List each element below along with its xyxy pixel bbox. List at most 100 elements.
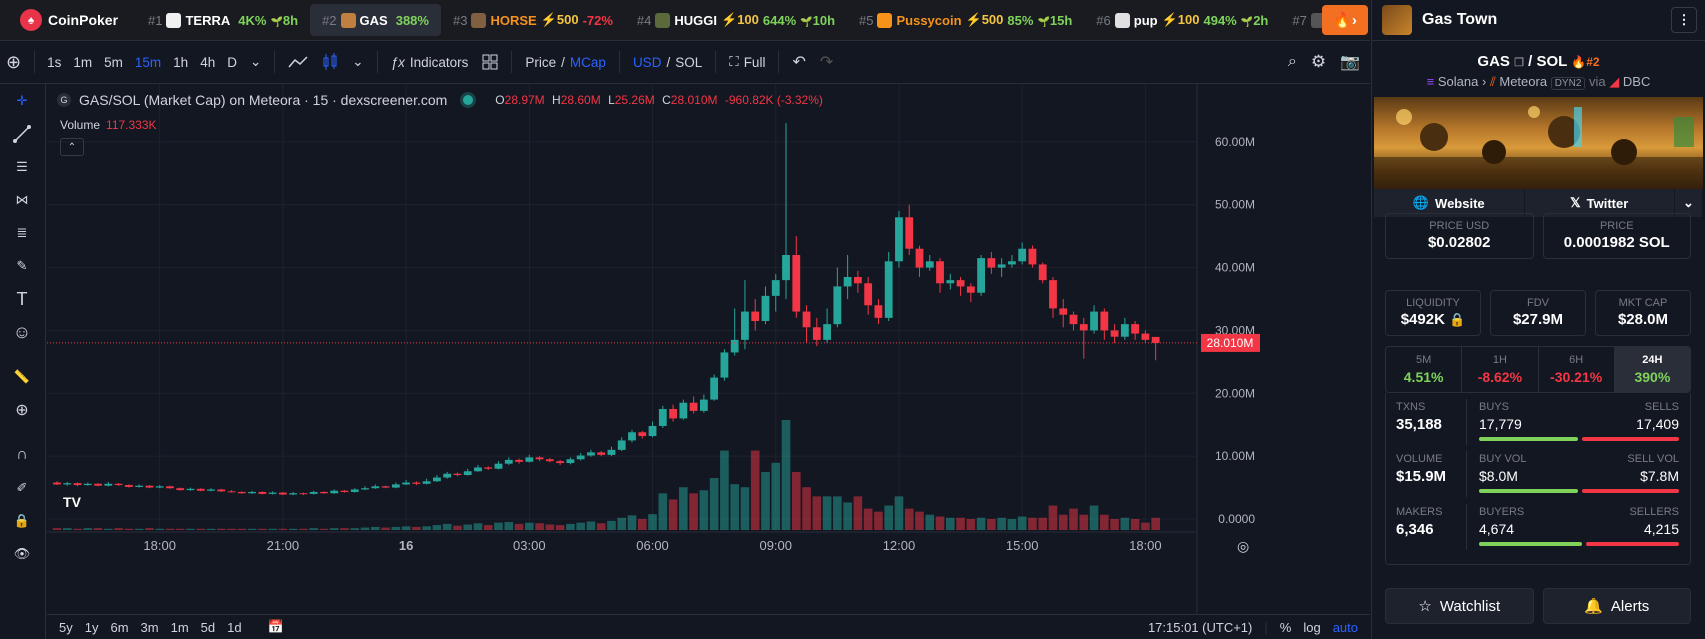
utc-clock[interactable]: 17:15:01 (UTC+1) — [1147, 619, 1253, 635]
period-tab-24h[interactable]: 24H 390% — [1614, 347, 1690, 392]
candle-body — [114, 483, 123, 486]
range-1m[interactable]: 1m — [170, 619, 189, 635]
usd-option[interactable]: USD — [632, 54, 662, 70]
interval-1s[interactable]: 1s — [47, 54, 62, 70]
brand[interactable]: ♠ CoinPoker — [0, 9, 136, 31]
settings-gear-icon[interactable]: ⚙ — [1310, 52, 1327, 71]
redo-icon[interactable]: ↷ — [819, 54, 834, 71]
interval-D[interactable]: D — [227, 54, 237, 70]
candle-body — [1079, 324, 1088, 331]
screenshot-camera-icon[interactable]: 📷 — [1340, 54, 1360, 71]
crosshair-icon[interactable]: ✛ — [16, 93, 28, 108]
via-name[interactable]: DBC — [1622, 74, 1651, 89]
date-range-icon[interactable]: 📅 — [267, 619, 284, 634]
percent-toggle[interactable]: % — [1279, 619, 1292, 635]
bell-icon: 🔔 — [1584, 598, 1603, 615]
zoom-in-icon[interactable]: ⊕ — [15, 402, 29, 419]
candle-body — [689, 402, 698, 411]
emoji-icon[interactable]: ☺ — [12, 321, 32, 342]
collapse-legend-button[interactable]: ⌃ — [60, 138, 84, 156]
interval-dropdown-icon[interactable]: ⌄ — [249, 54, 262, 69]
fib-icon[interactable]: ≣ — [16, 225, 28, 240]
interval-5m[interactable]: 5m — [104, 54, 123, 70]
candle-body — [679, 402, 688, 419]
sell-vol-value: $7.8M — [1640, 468, 1679, 484]
trending-item[interactable]: #4 HUGGI ⚡100 644% 🌱10h — [625, 4, 847, 36]
dex-name[interactable]: Meteora — [1499, 74, 1548, 89]
range-1y[interactable]: 1y — [84, 619, 99, 635]
range-5d[interactable]: 5d — [200, 619, 216, 635]
sell-vol-label: SELL VOL — [1627, 453, 1679, 465]
price-option[interactable]: Price — [525, 54, 557, 70]
period-tab-1h[interactable]: 1H -8.62% — [1462, 347, 1539, 392]
buy-sell-vol-bar — [1479, 489, 1679, 493]
trending-item[interactable]: #6 pup ⚡100 494% 🌱2h — [1084, 4, 1280, 36]
indicators-button[interactable]: ƒx Indicators — [384, 55, 476, 70]
eye-icon[interactable]: 👁 — [13, 546, 31, 561]
watchlist-button[interactable]: ☆ Watchlist — [1385, 588, 1534, 624]
horizontal-lines-icon[interactable]: ☰ — [16, 159, 28, 174]
website-button[interactable]: 🌐 Website — [1374, 189, 1525, 217]
more-links-button[interactable]: ⌄ — [1675, 189, 1703, 217]
volume-bar — [648, 514, 657, 530]
log-toggle[interactable]: log — [1303, 619, 1321, 635]
auto-toggle[interactable]: auto — [1332, 619, 1358, 635]
undo-icon[interactable]: ↶ — [792, 54, 806, 71]
price-chart[interactable]: 70.00M 60.00M 50.00M 40.00M 30.00M 20.00M 10.0… — [47, 84, 1370, 639]
mcap-option[interactable]: MCap — [569, 54, 606, 70]
chart-type-dropdown-icon[interactable]: ⌄ — [352, 54, 364, 69]
interval-15m[interactable]: 15m — [134, 54, 162, 70]
candle-body — [94, 483, 102, 486]
trending-item[interactable]: #2 GAS 388% — [310, 4, 441, 36]
candle-body — [720, 352, 729, 378]
chart-canvas[interactable]: 70.00M 60.00M 50.00M 40.00M 30.00M 20.00M 10.0… — [47, 84, 1370, 614]
price-mcap-toggle[interactable]: Price / MCap — [518, 55, 613, 70]
sprout-icon: 🌱 — [1240, 16, 1254, 28]
fdv-box: FDV $27.9M — [1490, 290, 1586, 336]
range-3m[interactable]: 3m — [140, 619, 159, 635]
trending-item[interactable]: #5 Pussycoin ⚡500 85% 🌱15h — [847, 4, 1084, 36]
chain-name[interactable]: Solana — [1437, 74, 1479, 89]
tradingview-logo-icon[interactable]: TV — [55, 489, 89, 515]
ruler-icon[interactable]: 📏 — [13, 369, 31, 384]
volume-bar — [576, 522, 585, 530]
currency-toggle[interactable]: USD / SOL — [626, 55, 709, 70]
sol-option[interactable]: SOL — [675, 54, 703, 70]
range-1d[interactable]: 1d — [227, 619, 242, 635]
copy-icon[interactable]: ❐ — [1514, 57, 1524, 69]
fullscreen-button[interactable]: ⛶ Full — [722, 54, 772, 70]
interval-4h[interactable]: 4h — [200, 54, 216, 70]
text-tool-icon[interactable]: T — [16, 288, 28, 309]
quick-search-icon[interactable]: ⌕ — [1287, 53, 1297, 70]
interval-1h[interactable]: 1h — [173, 54, 189, 70]
period-tab-6h[interactable]: 6H -30.21% — [1539, 347, 1615, 392]
layouts-icon[interactable] — [475, 54, 505, 70]
lock-icon: 🔒 — [1449, 312, 1466, 327]
range-5y[interactable]: 5y — [59, 619, 73, 635]
trending-item[interactable]: #3 HORSE ⚡500 -72% — [441, 4, 625, 36]
range-6m[interactable]: 6m — [110, 619, 129, 635]
goto-realtime-icon[interactable]: ◎ — [1237, 538, 1250, 554]
pattern-icon[interactable]: ⋈ — [15, 192, 29, 207]
alerts-button[interactable]: 🔔 Alerts — [1542, 588, 1691, 624]
period-tab-5m[interactable]: 5M 4.51% — [1386, 347, 1463, 392]
interval-group: 1s 1m 5m 15m 1h 4h D — [41, 55, 243, 70]
lock-drawing-icon[interactable]: ✐ — [16, 480, 28, 495]
candle-body — [289, 493, 298, 495]
candle-chart-type-icon[interactable] — [315, 53, 345, 71]
magnet-icon[interactable]: ∩ — [16, 446, 28, 463]
lock-icon[interactable]: 🔒 — [13, 513, 31, 528]
brush-icon[interactable]: ✎ — [16, 258, 28, 273]
txns-label: TXNS — [1396, 401, 1426, 413]
line-chart-icon — [288, 56, 308, 68]
trend-rank: #4 — [636, 12, 652, 28]
twitter-button[interactable]: 𝕏 Twitter — [1525, 189, 1675, 217]
interval-1m[interactable]: 1m — [73, 54, 93, 70]
trendline-icon[interactable] — [9, 121, 35, 147]
line-chart-type-icon[interactable] — [281, 55, 315, 69]
more-menu-icon[interactable]: ⋮ — [1671, 7, 1697, 33]
trending-fire-button[interactable]: 🔥 › — [1322, 5, 1368, 35]
candles-icon — [323, 53, 337, 70]
trending-item[interactable]: #1 TERRA 4K% 🌱8h — [136, 4, 310, 36]
add-symbol-icon[interactable]: ⊕ — [6, 51, 22, 72]
